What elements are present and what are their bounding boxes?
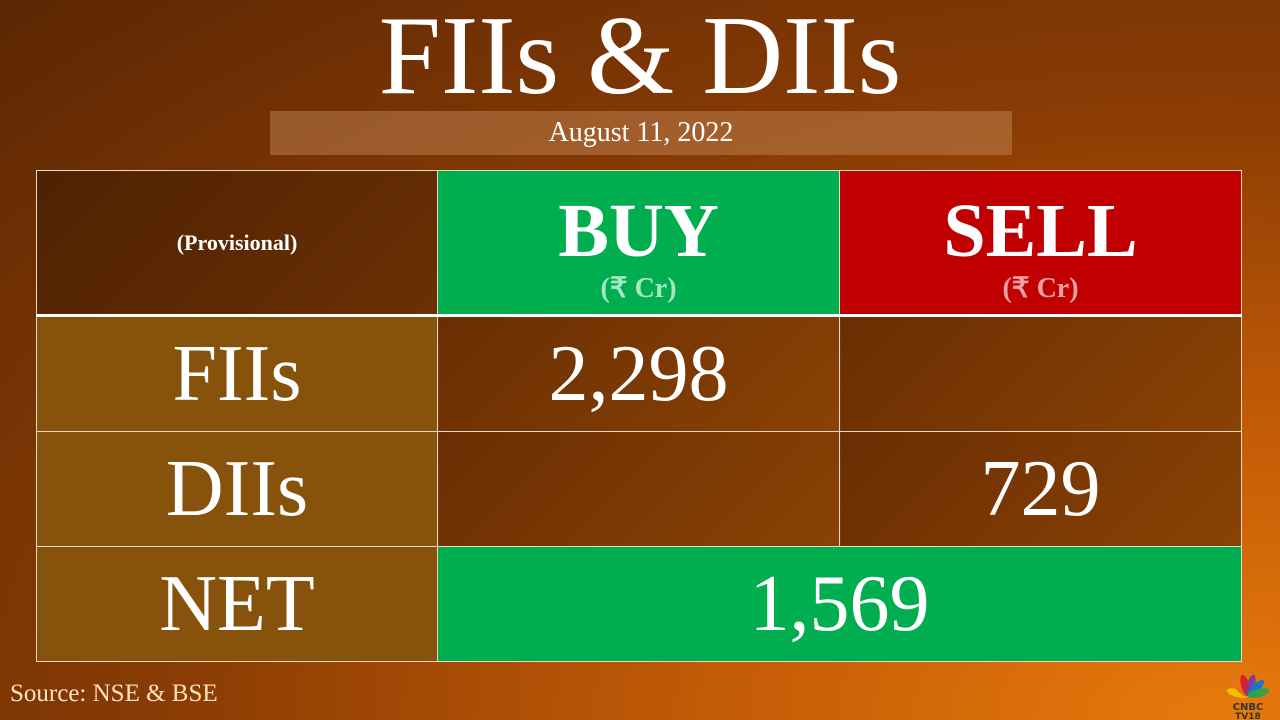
buy-unit: (₹ Cr) — [600, 272, 677, 304]
net-value: 1,569 — [437, 546, 1242, 662]
fii-buy-value: 2,298 — [437, 315, 840, 432]
row-label: DIIs — [36, 431, 438, 547]
dii-sell-value: 729 — [839, 431, 1242, 547]
buy-label: BUY — [558, 188, 719, 273]
sell-unit: (₹ Cr) — [1002, 272, 1079, 304]
svg-text:TV18: TV18 — [1235, 712, 1261, 720]
svg-text:CNBC: CNBC — [1233, 702, 1264, 713]
date-banner: August 11, 2022 — [270, 111, 1012, 155]
sell-header: SELL (₹ Cr) — [839, 170, 1242, 317]
row-label: FIIs — [36, 315, 438, 432]
sell-label: SELL — [943, 188, 1138, 273]
table-row-diis: DIIs 729 — [36, 431, 1242, 547]
page-title: FIIs & DIIs — [378, 0, 902, 118]
fii-dii-table: (Provisional) BUY (₹ Cr) SELL (₹ Cr) FII… — [36, 170, 1242, 662]
table-row-net: NET 1,569 — [36, 546, 1242, 662]
peacock-logo-icon: CNBC TV18 — [1226, 674, 1270, 720]
buy-header: BUY (₹ Cr) — [437, 170, 840, 317]
table-row-fiis: FIIs 2,298 — [36, 315, 1242, 432]
dii-buy-value — [437, 431, 840, 547]
provisional-header: (Provisional) — [36, 170, 438, 317]
fii-sell-value — [839, 315, 1242, 432]
source-note: Source: NSE & BSE — [10, 680, 218, 707]
row-label: NET — [36, 546, 438, 662]
